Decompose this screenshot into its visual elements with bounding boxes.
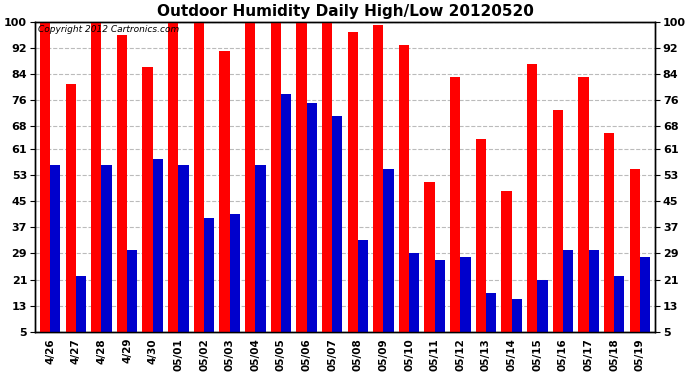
Bar [358, 240, 368, 332]
Bar [475, 139, 486, 332]
Bar [270, 22, 281, 332]
Bar [296, 22, 306, 332]
Bar [101, 165, 112, 332]
Bar [204, 217, 215, 332]
Bar [614, 276, 624, 332]
Bar [322, 22, 332, 332]
Title: Outdoor Humidity Daily High/Low 20120520: Outdoor Humidity Daily High/Low 20120520 [157, 4, 533, 19]
Bar [450, 77, 460, 332]
Bar [373, 25, 384, 332]
Bar [604, 133, 614, 332]
Text: Copyright 2012 Cartronics.com: Copyright 2012 Cartronics.com [38, 25, 179, 34]
Bar [563, 250, 573, 332]
Bar [589, 250, 599, 332]
Bar [245, 22, 255, 332]
Bar [424, 182, 435, 332]
Bar [76, 276, 86, 332]
Bar [435, 260, 445, 332]
Bar [194, 22, 204, 332]
Bar [578, 77, 589, 332]
Bar [168, 22, 179, 332]
Bar [538, 279, 548, 332]
Bar [486, 292, 496, 332]
Bar [255, 165, 266, 332]
Bar [527, 64, 538, 332]
Bar [66, 84, 76, 332]
Bar [399, 45, 409, 332]
Bar [332, 116, 342, 332]
Bar [50, 165, 61, 332]
Bar [348, 32, 358, 332]
Bar [142, 68, 152, 332]
Bar [553, 110, 563, 332]
Bar [460, 256, 471, 332]
Bar [409, 254, 420, 332]
Bar [511, 299, 522, 332]
Bar [40, 22, 50, 332]
Bar [127, 250, 137, 332]
Bar [230, 214, 240, 332]
Bar [117, 35, 127, 332]
Bar [384, 168, 394, 332]
Bar [219, 51, 230, 332]
Bar [91, 22, 101, 332]
Bar [629, 168, 640, 332]
Bar [640, 256, 650, 332]
Bar [179, 165, 188, 332]
Bar [152, 159, 163, 332]
Bar [306, 103, 317, 332]
Bar [502, 191, 511, 332]
Bar [281, 93, 291, 332]
